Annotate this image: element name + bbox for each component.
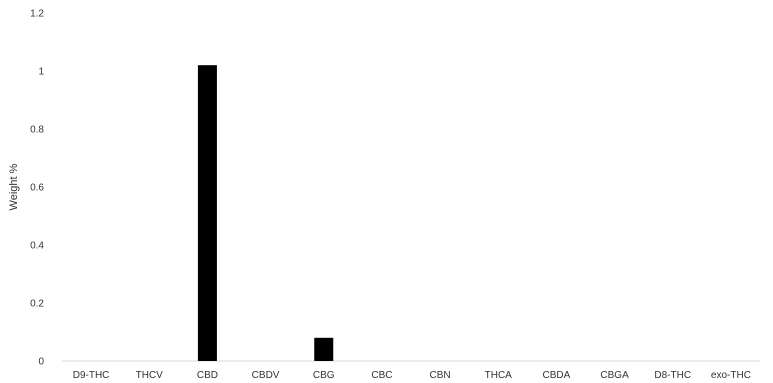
y-tick-label: 0.6 (30, 183, 44, 194)
y-tick-label: 1 (38, 67, 44, 78)
bar (314, 337, 334, 361)
bars (197, 65, 334, 361)
y-tick-label: 1.2 (30, 9, 44, 20)
bar (197, 65, 217, 361)
x-tick-label: D9-THC (73, 370, 110, 381)
y-axis-title: Weight % (8, 163, 20, 210)
x-tick-label: CBG (313, 370, 335, 381)
y-tick-label: 0.8 (30, 125, 44, 136)
x-axis: D9-THC THCV CBD CBDV CBG CBC CBN THCA CBDA CBGA D8… (73, 370, 751, 381)
x-tick-label: exo-THC (711, 370, 751, 381)
x-tick-label: THCV (136, 370, 164, 381)
y-tick-label: 0 (38, 357, 44, 368)
x-tick-label: CBC (371, 370, 392, 381)
x-tick-label: D8-THC (654, 370, 691, 381)
y-axis: 0 0.2 0.4 0.6 0.8 1 1.2 (30, 9, 44, 368)
x-tick-label: CBD (197, 370, 218, 381)
x-tick-label: CBN (430, 370, 451, 381)
y-tick-label: 0.2 (30, 299, 44, 310)
x-tick-label: CBDA (543, 370, 571, 381)
x-tick-label: THCA (485, 370, 513, 381)
x-tick-label: CBGA (600, 370, 629, 381)
x-tick-label: CBDV (252, 370, 280, 381)
y-tick-label: 0.4 (30, 241, 44, 252)
